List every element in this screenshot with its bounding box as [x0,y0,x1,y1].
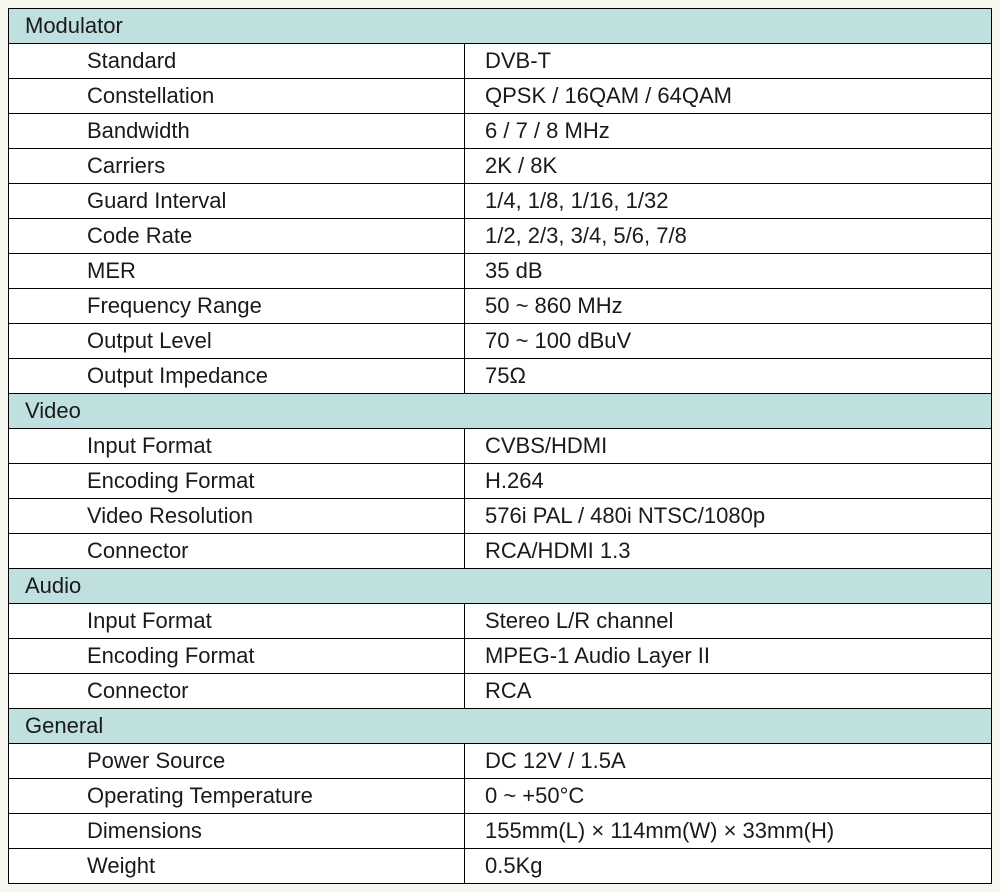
table-row: Carriers 2K / 8K [9,149,992,184]
spec-label: Connector [9,534,465,569]
table-row: Dimensions 155mm(L) × 114mm(W) × 33mm(H) [9,814,992,849]
spec-label: Power Source [9,744,465,779]
section-title: General [9,709,992,744]
spec-label: Output Impedance [9,359,465,394]
section-header-general: General [9,709,992,744]
spec-value: 1/2, 2/3, 3/4, 5/6, 7/8 [465,219,992,254]
spec-label: Input Format [9,604,465,639]
table-row: Constellation QPSK / 16QAM / 64QAM [9,79,992,114]
table-row: Connector RCA [9,674,992,709]
spec-value: 0.5Kg [465,849,992,884]
table-row: Standard DVB-T [9,44,992,79]
spec-value: 576i PAL / 480i NTSC/1080p [465,499,992,534]
table-row: MER 35 dB [9,254,992,289]
table-row: Guard Interval 1/4, 1/8, 1/16, 1/32 [9,184,992,219]
spec-value: MPEG-1 Audio Layer II [465,639,992,674]
spec-value: Stereo L/R channel [465,604,992,639]
spec-label: Video Resolution [9,499,465,534]
spec-value: RCA [465,674,992,709]
table-row: Output Level 70 ~ 100 dBuV [9,324,992,359]
table-row: Bandwidth 6 / 7 / 8 MHz [9,114,992,149]
spec-value: 1/4, 1/8, 1/16, 1/32 [465,184,992,219]
section-title: Modulator [9,9,992,44]
section-header-video: Video [9,394,992,429]
table-row: Code Rate 1/2, 2/3, 3/4, 5/6, 7/8 [9,219,992,254]
spec-label: Encoding Format [9,639,465,674]
spec-value: 50 ~ 860 MHz [465,289,992,324]
section-title: Video [9,394,992,429]
spec-value: CVBS/HDMI [465,429,992,464]
table-row: Power Source DC 12V / 1.5A [9,744,992,779]
spec-label: Dimensions [9,814,465,849]
section-header-modulator: Modulator [9,9,992,44]
table-row: Output Impedance 75Ω [9,359,992,394]
spec-label: Frequency Range [9,289,465,324]
spec-label: Guard Interval [9,184,465,219]
spec-label: Constellation [9,79,465,114]
spec-label: Standard [9,44,465,79]
table-row: Encoding Format MPEG-1 Audio Layer II [9,639,992,674]
table-row: Encoding Format H.264 [9,464,992,499]
spec-value: H.264 [465,464,992,499]
spec-label: Code Rate [9,219,465,254]
spec-label: Encoding Format [9,464,465,499]
spec-value: DVB-T [465,44,992,79]
spec-label: Bandwidth [9,114,465,149]
spec-label: Output Level [9,324,465,359]
spec-label: Weight [9,849,465,884]
spec-value: DC 12V / 1.5A [465,744,992,779]
spec-value: 2K / 8K [465,149,992,184]
table-row: Operating Temperature 0 ~ +50°C [9,779,992,814]
spec-label: Connector [9,674,465,709]
section-title: Audio [9,569,992,604]
spec-value: 6 / 7 / 8 MHz [465,114,992,149]
spec-label: Operating Temperature [9,779,465,814]
table-row: Input Format CVBS/HDMI [9,429,992,464]
section-header-audio: Audio [9,569,992,604]
table-row: Input Format Stereo L/R channel [9,604,992,639]
spec-label: Input Format [9,429,465,464]
table-row: Weight 0.5Kg [9,849,992,884]
spec-value: QPSK / 16QAM / 64QAM [465,79,992,114]
spec-value: 75Ω [465,359,992,394]
spec-label: Carriers [9,149,465,184]
spec-table: Modulator Standard DVB-T Constellation Q… [8,8,992,884]
table-row: Video Resolution 576i PAL / 480i NTSC/10… [9,499,992,534]
spec-value: RCA/HDMI 1.3 [465,534,992,569]
spec-value: 35 dB [465,254,992,289]
table-row: Connector RCA/HDMI 1.3 [9,534,992,569]
spec-value: 0 ~ +50°C [465,779,992,814]
spec-value: 70 ~ 100 dBuV [465,324,992,359]
table-row: Frequency Range 50 ~ 860 MHz [9,289,992,324]
spec-value: 155mm(L) × 114mm(W) × 33mm(H) [465,814,992,849]
spec-label: MER [9,254,465,289]
